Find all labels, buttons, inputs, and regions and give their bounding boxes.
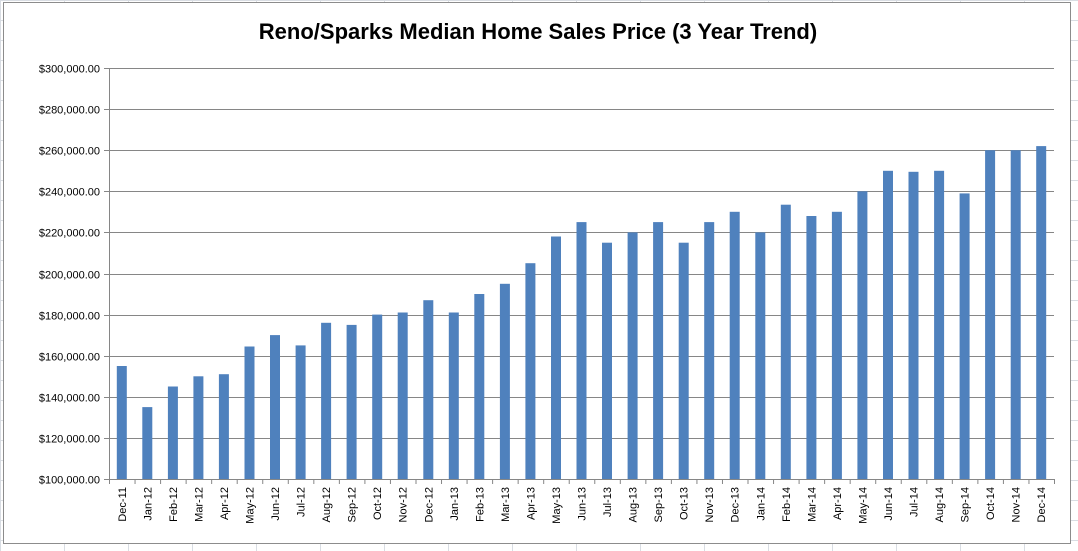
- x-tick-label: Jun-13: [577, 487, 589, 521]
- x-tick-label: Feb-12: [168, 487, 180, 522]
- y-tick-label: $140,000.00: [39, 393, 100, 405]
- bar: [678, 242, 689, 479]
- bar: [883, 170, 893, 480]
- x-tick-label: Oct-14: [985, 487, 997, 520]
- bar: [1036, 146, 1047, 479]
- x-tick-label: Sep-14: [960, 487, 972, 522]
- x-tick-label: Jul-13: [602, 487, 614, 517]
- x-tick-label: Aug-12: [321, 487, 333, 522]
- bar: [551, 236, 561, 479]
- bar: [602, 242, 612, 479]
- x-tick-label: Mar-13: [500, 487, 512, 522]
- x-tick-label: Jun-14: [883, 487, 895, 521]
- bar: [142, 407, 153, 479]
- y-tick-label: $280,000.00: [39, 105, 100, 117]
- x-tick-label: Jul-12: [296, 487, 308, 517]
- bar: [244, 346, 255, 479]
- x-tick-label: Sep-12: [347, 487, 359, 522]
- bar: [372, 314, 383, 479]
- bar: [806, 216, 817, 479]
- bar: [959, 193, 970, 479]
- bar: [295, 345, 306, 479]
- x-tick-label: Jan-13: [449, 487, 461, 521]
- bar: [755, 232, 766, 479]
- x-tick-label: Aug-13: [628, 487, 640, 522]
- bar: [1010, 150, 1021, 479]
- bar: [167, 386, 178, 479]
- y-tick-label: $260,000.00: [39, 146, 100, 158]
- x-tick-label: Dec-11: [117, 487, 129, 522]
- bar: [397, 312, 408, 479]
- x-tick-label: Dec-14: [1036, 487, 1048, 522]
- bar: [729, 211, 740, 480]
- x-tick-label: Oct-12: [372, 487, 384, 520]
- x-tick-label: Apr-12: [219, 487, 231, 520]
- y-tick-label: $300,000.00: [39, 64, 100, 76]
- bar: [346, 324, 357, 479]
- x-tick-label: Dec-13: [730, 487, 742, 522]
- y-tick-label: $100,000.00: [39, 475, 100, 487]
- bar: [448, 312, 459, 479]
- x-tick-label: Mar-14: [806, 487, 818, 522]
- x-tick-label: Feb-13: [474, 487, 486, 522]
- bar: [985, 150, 996, 479]
- y-tick-label: $240,000.00: [39, 187, 100, 199]
- bar: [857, 191, 868, 480]
- bar: [627, 232, 638, 479]
- bar: [908, 171, 919, 480]
- x-tick-label: Mar-12: [193, 487, 205, 522]
- y-tick-label: $180,000.00: [39, 311, 100, 323]
- x-tick-label: May-13: [551, 487, 563, 524]
- x-tick-label: May-12: [244, 487, 256, 524]
- x-tick-label: Nov-14: [1011, 487, 1023, 522]
- bar: [576, 222, 587, 479]
- y-tick-label: $220,000.00: [39, 228, 100, 240]
- bar: [321, 322, 332, 479]
- y-tick-label: $120,000.00: [39, 434, 100, 446]
- bar: [218, 374, 229, 479]
- x-tick-label: Sep-13: [653, 487, 665, 522]
- bar: [193, 376, 204, 480]
- x-tick-label: May-14: [857, 487, 869, 524]
- bar: [270, 335, 280, 479]
- x-tick-label: Nov-13: [704, 487, 716, 522]
- x-tick-label: Jul-14: [909, 487, 921, 517]
- x-tick-label: Dec-12: [423, 487, 435, 522]
- x-tick-label: Jun-12: [270, 487, 282, 521]
- x-tick-label: Feb-14: [781, 487, 793, 522]
- x-tick-label: Nov-12: [398, 487, 410, 522]
- x-tick-label: Apr-13: [525, 487, 537, 520]
- bar: [831, 211, 842, 480]
- chart-area[interactable]: Reno/Sparks Median Home Sales Price (3 Y…: [3, 2, 1071, 544]
- bar: [704, 222, 715, 479]
- x-tick-label: Oct-13: [679, 487, 691, 520]
- chart-title: Reno/Sparks Median Home Sales Price (3 Y…: [258, 19, 818, 44]
- bar: [780, 204, 791, 479]
- bar: [116, 366, 127, 479]
- x-tick-label: Apr-14: [832, 487, 844, 520]
- x-tick-label: Jan-12: [142, 487, 154, 521]
- y-tick-label: $160,000.00: [39, 352, 100, 364]
- bar: [423, 300, 434, 479]
- bar-chart: $100,000.00 $120,000.00 $140,000.00 $160,00…: [39, 64, 1055, 524]
- bar: [499, 283, 510, 479]
- bar: [934, 170, 945, 480]
- y-tick-label: $200,000.00: [39, 270, 100, 282]
- x-tick-label: Jan-14: [755, 487, 767, 521]
- bar: [525, 263, 536, 479]
- bar: [653, 222, 664, 479]
- bar: [474, 294, 485, 479]
- x-tick-label: Aug-14: [934, 487, 946, 522]
